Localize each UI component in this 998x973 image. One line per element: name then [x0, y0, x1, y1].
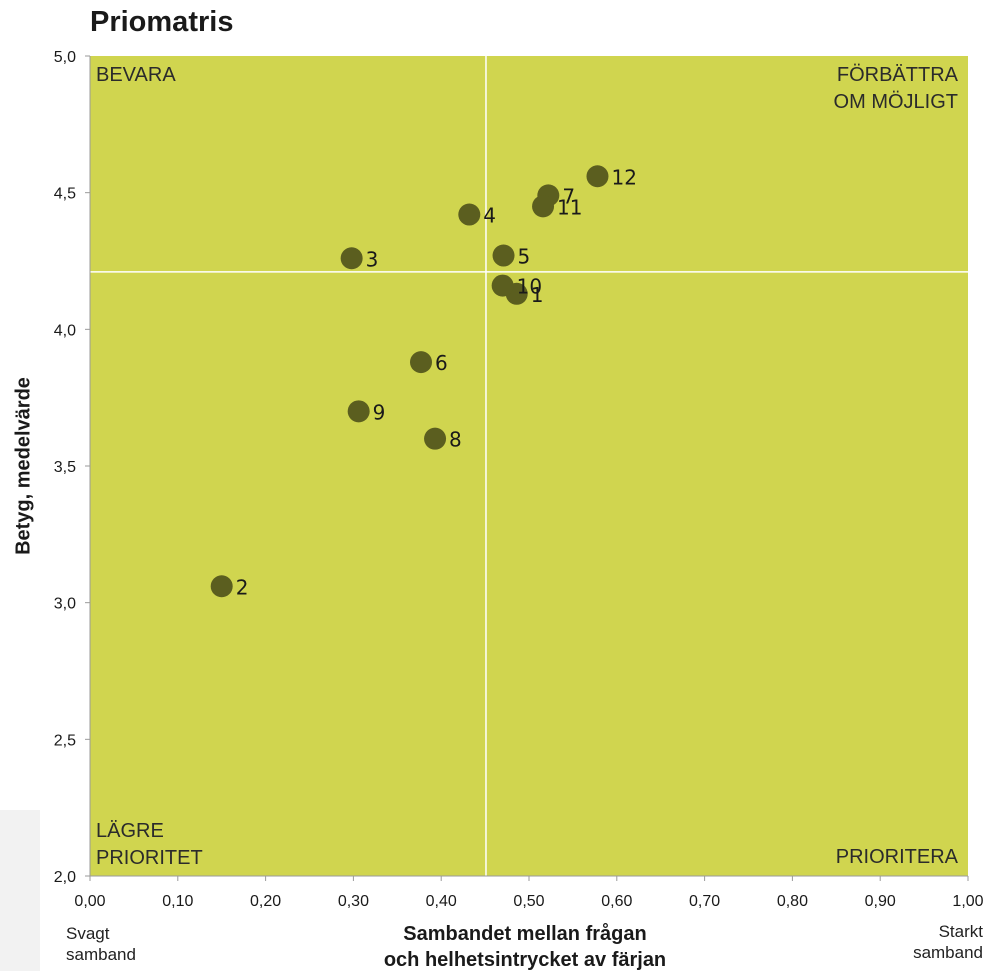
- x-axis-label-line: Sambandet mellan frågan: [403, 923, 647, 945]
- data-point-label: 1: [531, 283, 544, 307]
- data-point-label: 2: [236, 575, 249, 599]
- data-point: [340, 247, 363, 270]
- data-point-label: 6: [435, 351, 448, 375]
- strong-correlation-note: Starkt samband: [905, 921, 983, 963]
- note-line: samband: [66, 945, 136, 964]
- axis-ticks: 0,00 0,10 0,20 0,30 0,40 0,50 0,60 0,70 0,80 0,90…: [54, 49, 984, 910]
- chart-title: Priomatris: [90, 6, 234, 38]
- data-point: [491, 274, 514, 297]
- data-point-label: 4: [483, 204, 496, 228]
- x-tick-label: 0,10: [162, 893, 193, 910]
- x-tick-label: 0,90: [865, 893, 896, 910]
- y-tick-label: 2,0: [54, 869, 76, 886]
- quadrant-label-top-right: FÖRBÄTTRA OM MÖJLIGT: [760, 62, 958, 116]
- data-point-label: 12: [611, 165, 636, 189]
- data-point: [347, 400, 370, 423]
- data-point-label: 7: [562, 184, 575, 208]
- quadrant-label-top-left: BEVARA: [96, 62, 176, 89]
- x-axis-label-line: och helhetsintrycket av färjan: [383, 949, 667, 971]
- weak-correlation-note: Svagt samband: [66, 923, 136, 965]
- y-axis-label: Betyg, medelvärde: [12, 377, 35, 555]
- data-point: [492, 244, 515, 267]
- data-point: [458, 203, 481, 226]
- data-point: [410, 351, 433, 374]
- x-axis-label: Sambandet mellan frågan och helhetsintry…: [330, 921, 720, 973]
- axis-lines: [85, 56, 968, 881]
- x-tick-label: 0,30: [338, 893, 369, 910]
- y-tick-label: 4,5: [54, 186, 76, 203]
- quadrant-label-line: PRIORITET: [96, 847, 203, 869]
- x-tick-label: 0,00: [74, 893, 105, 910]
- x-tick-label: 0,60: [601, 893, 632, 910]
- quadrant-label-line: FÖRBÄTTRA: [836, 64, 958, 86]
- x-tick-label: 1,00: [952, 893, 983, 910]
- quadrant-label-line: PRIORITERA: [835, 846, 958, 868]
- data-point-label: 10: [517, 275, 542, 299]
- y-tick-label: 3,0: [54, 596, 76, 613]
- data-point-label: 8: [449, 428, 462, 452]
- x-tick-label: 0,20: [250, 893, 281, 910]
- x-tick-label: 0,70: [689, 893, 720, 910]
- data-point: [532, 195, 555, 218]
- data-point-label: 3: [366, 247, 379, 271]
- quadrant-label-line: OM MÖJLIGT: [833, 91, 958, 113]
- x-tick-label: 0,50: [513, 893, 544, 910]
- x-tick-label: 0,40: [426, 893, 457, 910]
- plot-area: [90, 56, 968, 876]
- y-tick-label: 3,5: [54, 459, 76, 476]
- y-tick-label: 2,5: [54, 732, 76, 749]
- data-point: [210, 575, 233, 598]
- quadrant-label-line: LÄGRE: [96, 820, 164, 842]
- quadrant-label-bottom-right: PRIORITERA: [760, 844, 958, 871]
- data-point: [586, 165, 609, 188]
- data-point-label: 11: [557, 195, 582, 219]
- side-panel: [0, 810, 40, 971]
- note-line: Svagt: [66, 924, 110, 943]
- x-tick-label: 0,80: [777, 893, 808, 910]
- quadrant-dividers: [90, 56, 968, 876]
- y-tick-label: 4,0: [54, 322, 76, 339]
- data-point-label: 5: [518, 245, 531, 269]
- quadrant-label-bottom-left: LÄGRE PRIORITET: [96, 818, 203, 872]
- quadrant-label-line: BEVARA: [96, 64, 176, 86]
- note-line: Starkt: [938, 922, 983, 941]
- note-line: samband: [913, 943, 983, 962]
- data-point: [424, 427, 447, 450]
- y-tick-label: 5,0: [54, 49, 76, 66]
- data-point-label: 9: [373, 400, 386, 424]
